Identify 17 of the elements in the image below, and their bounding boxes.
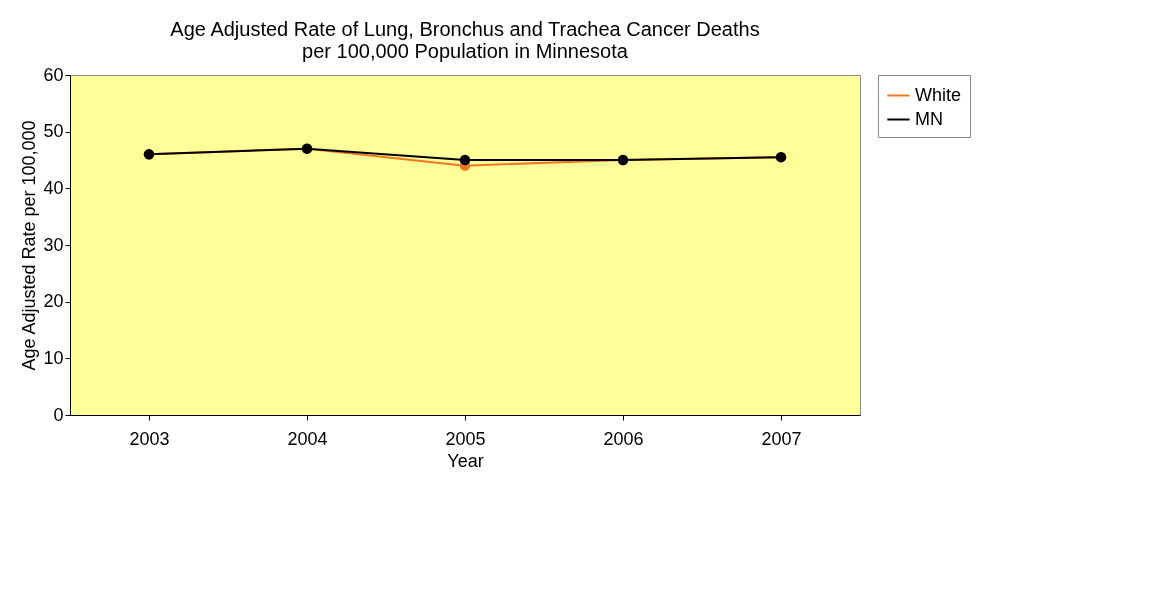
legend-label: MN <box>915 108 943 129</box>
y-tick-label: 50 <box>43 121 64 142</box>
x-tick-label: 2003 <box>129 428 170 449</box>
chart-title: Age Adjusted Rate of Lung, Bronchus and Trachea Cancer Deaths per 100,000 Population in Minnesota <box>170 18 760 62</box>
y-tick-label: 30 <box>43 234 64 255</box>
x-tick-label: 2005 <box>445 428 486 449</box>
x-tick-label: 2004 <box>287 428 328 449</box>
y-tick-label: 0 <box>53 404 64 425</box>
y-tick-label: 20 <box>43 291 64 312</box>
x-tick-label: 2007 <box>761 428 802 449</box>
x-axis-title: Year <box>447 450 484 471</box>
y-tick-label: 40 <box>43 177 64 198</box>
legend-label: White <box>915 84 962 105</box>
x-tick-label: 2006 <box>603 428 644 449</box>
y-tick-label: 10 <box>43 347 64 368</box>
y-tick-label: 60 <box>43 64 64 85</box>
y-axis-title: Age Adjusted Rate per 100,000 <box>19 120 40 371</box>
